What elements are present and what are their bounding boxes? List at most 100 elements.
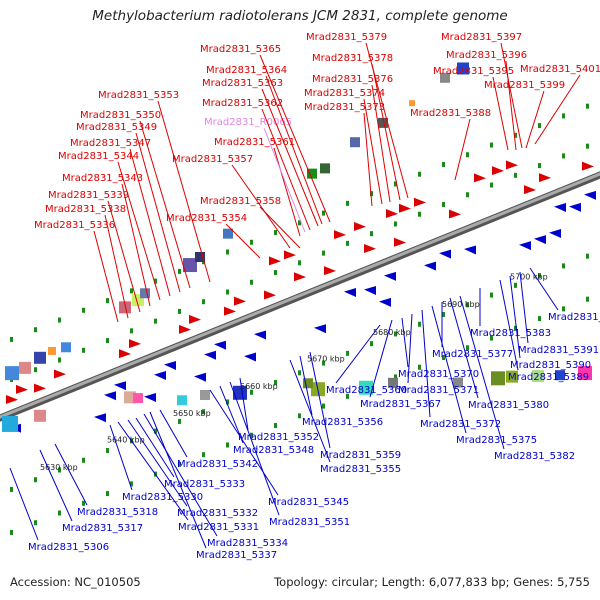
guide-tick xyxy=(106,298,109,304)
gene-label: Mrad2831_5401 xyxy=(520,64,600,75)
leader-line xyxy=(529,267,559,311)
guide-tick xyxy=(322,403,325,409)
leader-line xyxy=(139,120,191,289)
leader-line xyxy=(265,75,323,225)
guide-tick xyxy=(370,341,373,347)
forward-gene-arrow xyxy=(224,306,236,316)
feature-block xyxy=(177,395,187,406)
gene-label: Mrad2831_5380 xyxy=(468,400,549,411)
gene-label: Mrad2831_5347 xyxy=(70,138,151,149)
guide-tick xyxy=(298,260,301,266)
leader-line xyxy=(365,42,409,199)
guide-tick xyxy=(418,321,421,327)
gene-label: Mrad2831_5352 xyxy=(238,432,319,443)
accession-text: Accession: NC_010505 xyxy=(10,575,141,589)
gene-label: Mrad2831_5359 xyxy=(320,450,401,461)
gene-label: Mrad2831_5361 xyxy=(214,137,295,148)
guide-tick xyxy=(442,354,445,360)
guide-tick xyxy=(178,418,181,424)
leader-line xyxy=(107,200,141,313)
guide-tick xyxy=(514,172,517,178)
leader-line xyxy=(54,443,88,506)
reverse-gene-arrow xyxy=(549,229,561,239)
gene-label: Mrad2831_5332 xyxy=(177,508,258,519)
leader-line xyxy=(421,309,431,418)
guide-tick xyxy=(442,311,445,317)
reverse-gene-arrow xyxy=(554,203,566,212)
guide-tick xyxy=(130,288,133,294)
reverse-gene-arrow xyxy=(154,371,166,380)
gene-label: Mrad2831_5378 xyxy=(312,53,393,64)
map-title: Methylobacterium radiotolerans JCM 2831,… xyxy=(92,8,508,24)
guide-tick xyxy=(274,270,277,276)
forward-gene-arrow xyxy=(449,209,461,219)
feature-block xyxy=(200,389,210,400)
feature-block xyxy=(578,366,592,381)
guide-tick xyxy=(226,442,229,448)
guide-tick xyxy=(250,432,253,438)
gene-label: Mrad2831_5350 xyxy=(80,110,161,121)
gene-label: Mrad2831_5333 xyxy=(164,479,245,490)
guide-tick xyxy=(154,318,157,324)
forward-gene-arrow xyxy=(399,203,411,213)
gene-label: Mrad2831_5348 xyxy=(233,445,314,456)
leader-line xyxy=(149,411,207,549)
feature-block xyxy=(19,361,31,374)
gene-label: Mrad2831_5392 xyxy=(548,312,600,323)
reverse-gene-arrow xyxy=(104,391,116,401)
gene-label: Mrad2831_5363 xyxy=(202,78,283,89)
guide-tick xyxy=(106,338,109,344)
gene-label: Mrad2831_5331 xyxy=(178,522,259,533)
gene-label: Mrad2831_5343 xyxy=(62,173,143,184)
leader-line xyxy=(492,76,509,151)
forward-gene-arrow xyxy=(524,185,536,195)
guide-tick xyxy=(130,328,133,334)
gene-label: Mrad2831_5367 xyxy=(360,399,441,410)
gene-label: Mrad2831_5357 xyxy=(172,154,253,165)
guide-tick xyxy=(34,477,37,483)
guide-tick xyxy=(586,253,589,259)
guide-tick xyxy=(370,231,373,237)
feature-block xyxy=(453,377,463,388)
guide-tick xyxy=(466,192,469,198)
guide-tick xyxy=(106,491,109,497)
feature-block xyxy=(223,228,233,239)
guide-tick xyxy=(370,191,373,197)
reverse-gene-arrow xyxy=(114,381,126,391)
guide-tick xyxy=(274,230,277,236)
guide-tick xyxy=(106,448,109,454)
reverse-gene-arrow xyxy=(314,324,326,334)
forward-gene-arrow xyxy=(364,243,376,253)
leader-line xyxy=(104,214,129,319)
feature-block xyxy=(440,72,450,83)
gene-label: Mrad2831_5330 xyxy=(122,492,203,503)
guide-tick xyxy=(154,278,157,284)
leader-line xyxy=(273,147,301,237)
kbp-tick-label: 5640 kbp xyxy=(107,436,145,445)
guide-tick xyxy=(538,316,541,322)
feature-block xyxy=(506,370,518,383)
guide-tick xyxy=(514,325,517,331)
reverse-gene-arrow xyxy=(464,245,476,255)
guide-tick xyxy=(394,331,397,337)
guide-tick xyxy=(226,399,229,405)
guide-tick xyxy=(10,529,13,535)
guide-tick xyxy=(490,182,493,188)
forward-gene-arrow xyxy=(492,166,504,176)
reverse-gene-arrow xyxy=(144,393,156,403)
guide-tick xyxy=(346,200,349,206)
guide-tick xyxy=(514,282,517,288)
gene-label: Mrad2831_5396 xyxy=(446,50,527,61)
guide-tick xyxy=(10,486,13,492)
forward-gene-arrow xyxy=(269,256,281,266)
leader-line xyxy=(209,389,279,496)
kbp-tick-label: 5670 kbp xyxy=(307,355,345,364)
leader-line xyxy=(143,413,218,537)
feature-block xyxy=(457,62,469,75)
gene-label: Mrad2831_5362 xyxy=(202,98,283,109)
reverse-gene-arrow xyxy=(344,288,356,298)
gene-label: Mrad2831_5382 xyxy=(494,451,575,462)
reverse-gene-arrow xyxy=(194,372,206,382)
leader-line xyxy=(309,351,331,449)
leader-line xyxy=(239,377,249,431)
